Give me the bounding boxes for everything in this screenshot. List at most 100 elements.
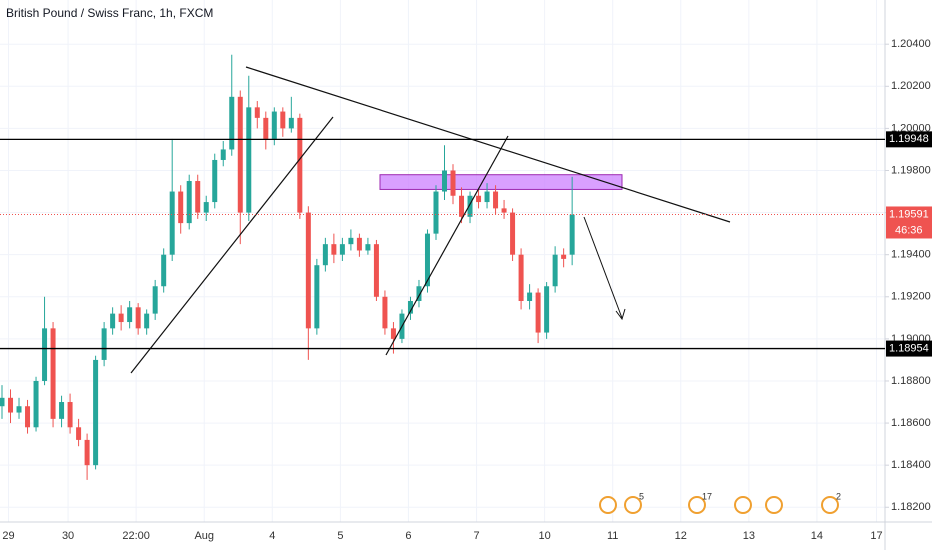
x-tick-label: 10 <box>538 530 550 542</box>
candle-body <box>161 254 167 287</box>
candle-body <box>263 117 269 139</box>
candle-body <box>569 214 575 255</box>
candle-body <box>305 212 311 329</box>
candle-body <box>42 328 48 381</box>
candle-body <box>186 181 192 224</box>
trend-line <box>245 66 731 223</box>
y-tick-label: 1.19400 <box>891 249 931 261</box>
y-tick-label: 1.18200 <box>891 501 931 513</box>
candle-body <box>76 427 82 440</box>
candle-body <box>356 237 362 251</box>
candle-body <box>152 286 158 314</box>
x-tick-label: 5 <box>337 530 343 542</box>
candle-body <box>246 107 252 213</box>
x-tick-label: 22:00 <box>122 530 150 542</box>
candle-body <box>16 406 22 413</box>
candle-body <box>339 244 345 255</box>
y-tick-label: 1.20200 <box>891 80 931 92</box>
x-tick-label: 11 <box>607 530 618 542</box>
countdown: 46:36 <box>895 224 923 236</box>
candle-body <box>33 380 39 428</box>
candle-body <box>459 195 465 217</box>
event-icon[interactable] <box>624 496 642 514</box>
candle-body <box>407 300 413 314</box>
arrow-head <box>615 308 626 321</box>
candle-body <box>144 313 150 329</box>
event-count: 17 <box>702 491 712 501</box>
candle-body <box>135 307 141 329</box>
candle-body <box>373 244 379 297</box>
candle-body <box>212 159 218 203</box>
event-icon[interactable] <box>688 496 706 514</box>
x-tick-label: 4 <box>269 530 275 542</box>
candle-body <box>518 254 524 301</box>
x-tick-label: 17 <box>870 530 882 542</box>
candle-body <box>178 191 184 224</box>
trend-line <box>130 116 334 374</box>
level-label: 1.18954 <box>889 342 929 354</box>
drawings <box>130 66 731 374</box>
arrow <box>583 216 623 319</box>
event-icon[interactable] <box>734 496 752 514</box>
grid <box>0 0 885 522</box>
candle-body <box>229 96 235 150</box>
candle-body <box>50 328 56 419</box>
candle-body <box>84 439 90 466</box>
candle-body <box>8 397 14 413</box>
x-tick-label: 7 <box>473 530 479 542</box>
y-tick-label: 1.18400 <box>891 459 931 471</box>
event-icon[interactable] <box>765 496 783 514</box>
candle-body <box>544 286 550 333</box>
candle-body <box>169 191 175 255</box>
candle-body <box>220 149 226 160</box>
events: 5 17 2 <box>599 491 841 514</box>
candle-body <box>382 296 388 329</box>
candle-body <box>195 181 201 213</box>
candle-body <box>297 117 303 213</box>
candle-body <box>237 96 243 213</box>
candle-body <box>322 244 328 266</box>
candle-body <box>433 191 439 234</box>
trend-line <box>385 135 509 356</box>
x-tick-label: 12 <box>675 530 687 542</box>
candle-body <box>365 244 371 251</box>
candle-body <box>254 107 260 118</box>
last-price-label: 1.19591 <box>889 208 929 220</box>
candle-body <box>118 313 124 323</box>
x-tick-label: Aug <box>194 530 214 542</box>
y-tick-label: 1.18800 <box>891 375 931 387</box>
candle-body <box>203 202 209 213</box>
candle-body <box>501 208 507 213</box>
candle-body <box>484 191 490 203</box>
candle-body <box>390 328 396 339</box>
x-tick-label: 6 <box>405 530 411 542</box>
candle-body <box>527 292 533 301</box>
candle-body <box>280 111 286 129</box>
candle-body <box>416 286 422 301</box>
candle-body <box>467 195 473 217</box>
event-icon[interactable] <box>821 496 839 514</box>
candle-body <box>442 170 447 192</box>
candle-body <box>93 359 99 466</box>
candle-body <box>67 402 73 428</box>
y-tick-label: 1.20000 <box>891 122 931 134</box>
plot-area <box>0 54 623 480</box>
candle-body <box>110 313 116 329</box>
event-count: 5 <box>639 491 644 501</box>
candle-body <box>561 254 567 259</box>
candle-body <box>314 265 320 329</box>
level-label: 1.19948 <box>889 133 929 145</box>
candle-body <box>510 212 516 255</box>
candle-body <box>59 402 65 419</box>
level-label-box <box>886 340 932 357</box>
candle-body <box>331 244 337 255</box>
candle-body <box>25 406 31 428</box>
event-icon[interactable] <box>599 496 617 514</box>
candle-body <box>450 170 456 196</box>
last-price-box <box>886 206 932 239</box>
candle-body <box>424 233 430 287</box>
x-tick-label: 30 <box>62 530 74 542</box>
x-tick-label: 13 <box>743 530 755 542</box>
y-tick-label: 1.18600 <box>891 417 931 429</box>
